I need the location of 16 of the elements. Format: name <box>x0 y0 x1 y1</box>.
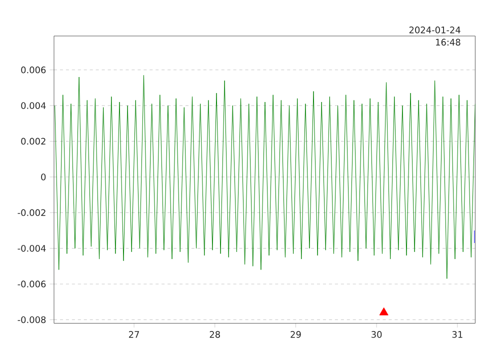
y-tick-label: 0 <box>41 174 46 180</box>
y-tick-label: -0.006 <box>18 280 46 288</box>
y-tick-label: 0.006 <box>21 66 46 74</box>
x-tick-label: 27 <box>128 331 139 338</box>
text: 2024-01-24 <box>409 26 460 34</box>
x-tick-label: 28 <box>210 331 220 338</box>
y-tick-label: 0.002 <box>21 138 46 145</box>
y-tick-label: -0.004 <box>18 244 46 252</box>
y-tick-label: 0.004 <box>21 102 46 109</box>
y-tick-label: -0.008 <box>18 316 46 324</box>
x-tick-label: 29 <box>290 331 301 338</box>
line-series <box>54 74 476 279</box>
annotation: 16:48 <box>436 38 460 46</box>
x-tick-label: 30 <box>372 331 382 338</box>
y-tick-label: -0.002 <box>18 209 46 216</box>
x-tick-label: 31 <box>452 331 462 338</box>
